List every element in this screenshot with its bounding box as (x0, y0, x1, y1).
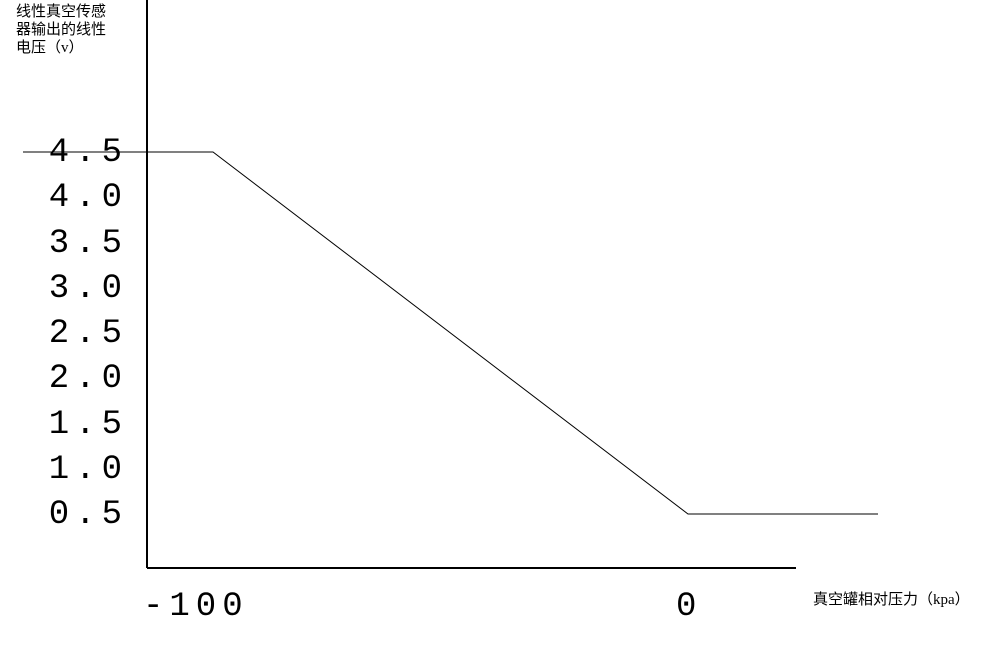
vacuum-sensor-chart: 线性真空传感 器输出的线性 电压（v） 真空罐相对压力（kpa） 4.54.03… (0, 0, 1000, 669)
sensor-output-line (23, 152, 878, 514)
chart-svg (0, 0, 1000, 669)
